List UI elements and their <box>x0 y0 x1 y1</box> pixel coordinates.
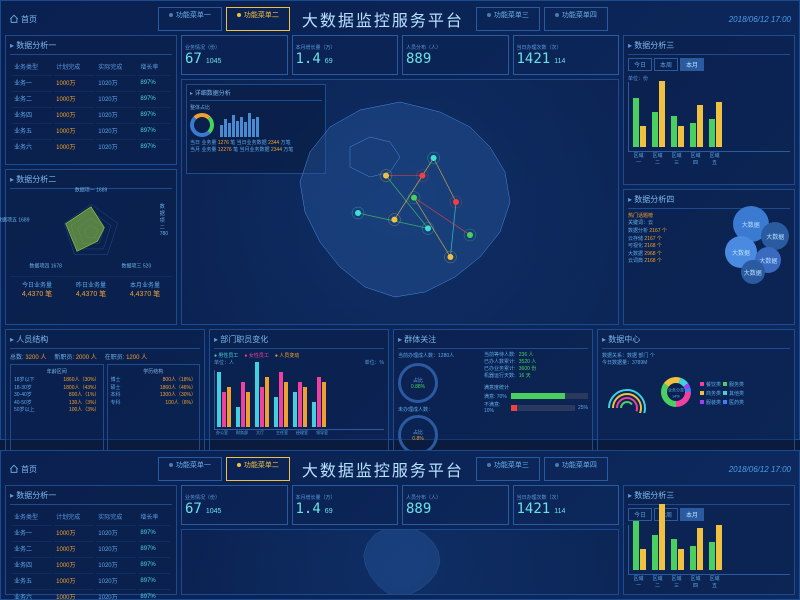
dept-chart <box>214 370 384 430</box>
kpi-box: 本月增长量（万）1.469 <box>292 35 399 75</box>
dept-title: 部门职员变化 <box>214 334 384 349</box>
nav-tabs: 功能菜单一 功能菜单二 大数据监控服务平台 功能菜单三 功能菜单四 <box>43 7 723 31</box>
gauge-2: 占比 0.8% <box>398 415 438 455</box>
kpi-box: 人员分布（人）889 <box>402 485 509 525</box>
kpi-box: 当日办理次数（次）1421114 <box>513 35 620 75</box>
time-tab-2[interactable]: 本月 <box>680 508 704 521</box>
panel-datacenter: 数据中心 数据关系：数据 部门 个今日数据量：3789M 业务分类 14% 餐饮… <box>597 329 795 460</box>
kpi-box: 业务情况（份）671045 <box>181 35 288 75</box>
header: 首页 功能菜单一 功能菜单二 大数据监控服务平台 功能菜单三 功能菜单四 201… <box>5 5 795 33</box>
mini-bar-chart <box>220 113 259 137</box>
panel-1-title: 数据分析一 <box>10 40 172 55</box>
gauge-1: 占比 0.88% <box>398 363 438 403</box>
panel-analysis-2: 数据分析二 数据项一 1689数据项二 780数据项三 520数据项四 1678… <box>5 169 177 325</box>
nav-tab-3[interactable]: 功能菜单三 <box>476 7 540 31</box>
time-tab-1[interactable]: 本周 <box>654 58 678 71</box>
arc-chart <box>602 373 652 413</box>
home-icon <box>9 14 19 24</box>
china-map <box>260 92 540 312</box>
preview-nav-1[interactable]: 功能菜单一 <box>158 457 222 481</box>
map-area: 详细数据分析 整体占比 当日 业务量 1276 笔 当日业务数据 2344 万笔… <box>181 79 619 325</box>
word-cloud: 大数据大数据大数据大数据大数据 <box>692 212 790 292</box>
staff-title: 人员结构 <box>10 334 200 349</box>
panel-staff: 人员结构 总数: 3200 人新职员: 2000 人在职员: 1200 人 年龄… <box>5 329 205 460</box>
timestamp: 2018/06/12 17:00 <box>729 15 791 24</box>
panel-analysis-4: 数据分析四 热门话题榜 关键词：云 数据分析 2167 个云存储 2167 个可… <box>623 189 795 325</box>
nav-tab-1[interactable]: 功能菜单一 <box>158 7 222 31</box>
dc-title: 数据中心 <box>602 334 790 349</box>
time-tab-2[interactable]: 本月 <box>680 58 704 71</box>
preview-home-button[interactable]: 首页 <box>9 464 37 475</box>
panel-focus: 群体关注 当前办理成人数：1280人 占比 0.88% 未办理成人数： 占比 0… <box>393 329 593 460</box>
mini-donut-chart <box>190 113 214 137</box>
home-label: 首页 <box>21 14 37 25</box>
kpi-bar: 业务情况（份）671045本月增长量（万）1.469人员分布（人）889当日办理… <box>181 35 619 75</box>
focus-title: 群体关注 <box>398 334 588 349</box>
analysis-1-table: 业务类型计划完成实际完成增长率 业务一1000万1020万897%业务二1000… <box>10 58 172 155</box>
panel-3-barchart <box>628 82 790 152</box>
nav-tab-2[interactable]: 功能菜单二 <box>226 7 290 31</box>
panel-analysis-1: 数据分析一 业务类型计划完成实际完成增长率 业务一1000万1020万897%业… <box>5 35 177 165</box>
edu-panel: 学历结构 博士800人（18%）硕士1860人（46%）本科1300人（30%）… <box>107 364 201 455</box>
preview-nav-4[interactable]: 功能菜单四 <box>544 457 608 481</box>
preview-strip: 首页 功能菜单一 功能菜单二 大数据监控服务平台 功能菜单三 功能菜单四 201… <box>0 450 800 600</box>
dashboard-main: 首页 功能菜单一 功能菜单二 大数据监控服务平台 功能菜单三 功能菜单四 201… <box>0 0 800 440</box>
time-tab-0[interactable]: 今日 <box>628 58 652 71</box>
panel-dept: 部门职员变化 ● 男性员工● 女性员工● 人员变动 单位：人单位：% 办公室财务… <box>209 329 389 460</box>
radar-chart: 数据项一 1689数据项二 780数据项三 520数据项四 1678数据项五 1… <box>10 192 172 272</box>
panel-4-title: 数据分析四 <box>628 194 790 209</box>
age-panel: 年龄区间 18岁以下1860人（30%）18-30岁1800人（43%）30-4… <box>10 364 104 455</box>
page-title: 大数据监控服务平台 <box>302 7 464 31</box>
kpi-box: 当日办理次数（次）1421114 <box>513 485 620 525</box>
preview-nav-2[interactable]: 功能菜单二 <box>226 457 290 481</box>
time-tabs: 今日本周本月 <box>628 58 790 71</box>
panel-analysis-3: 数据分析三 今日本周本月 单位：份 区域一区域二区域三区域四区域五 <box>623 35 795 185</box>
kpi-box: 人员分布（人）889 <box>402 35 509 75</box>
kpi-box: 业务情况（份）671045 <box>181 485 288 525</box>
kpi-box: 本月增长量（万）1.469 <box>292 485 399 525</box>
time-tab-0[interactable]: 今日 <box>628 508 652 521</box>
nav-tab-4[interactable]: 功能菜单四 <box>544 7 608 31</box>
home-button[interactable]: 首页 <box>9 14 37 25</box>
panel-3-title: 数据分析三 <box>628 40 790 55</box>
preview-nav-3[interactable]: 功能菜单三 <box>476 457 540 481</box>
